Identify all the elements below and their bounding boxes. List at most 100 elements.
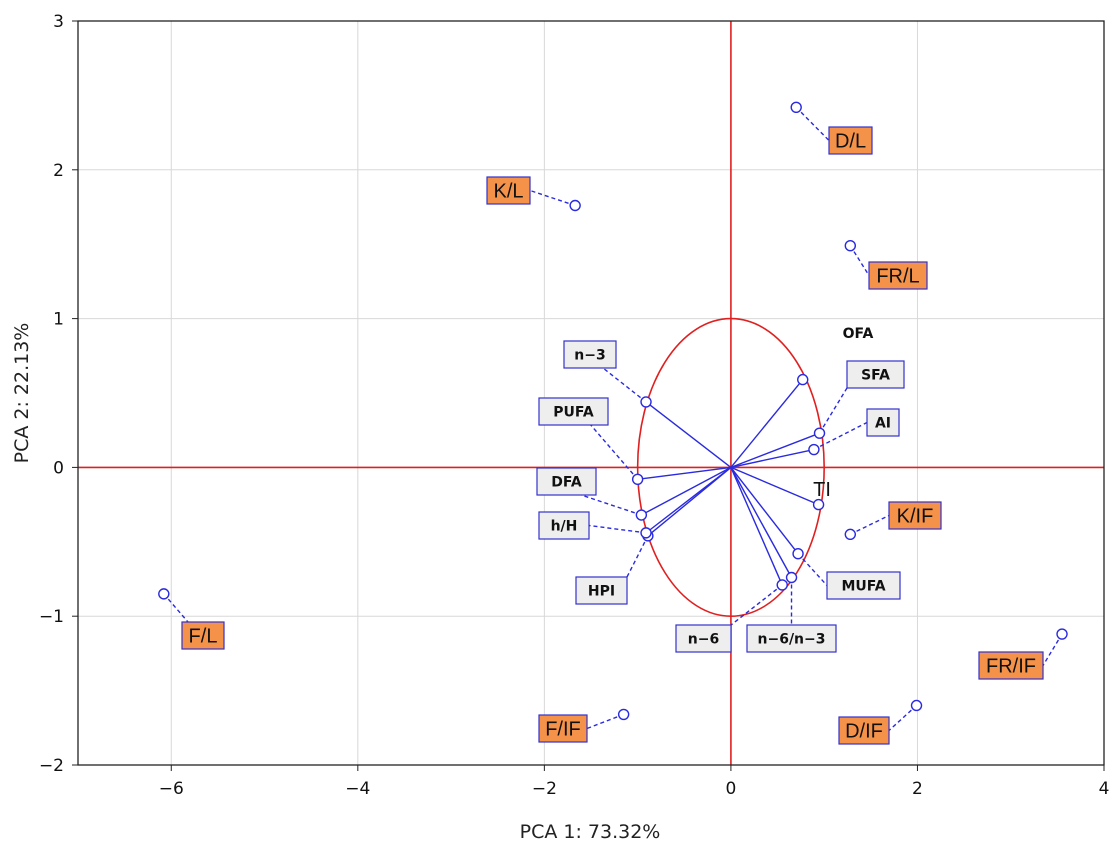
y-axis-ticks: −2 −1 0 1 2 3 (39, 12, 78, 776)
score-point-d-if (910, 699, 923, 712)
score-label-box-k-if (888, 501, 942, 530)
leader-d-l (795, 106, 830, 141)
score-label-fr-l: FR/L (876, 266, 919, 288)
x-tick-label: −6 (159, 779, 184, 799)
x-axis-ticks: −6 −4 −2 0 2 4 (159, 765, 1109, 799)
loading-vector-ofa (730, 379, 804, 468)
point-labels: OFA SFA AI TI MUFA n−6/n−3 n−6 HPI h/H DFA PUFA n−3… (181, 126, 1044, 745)
loading-label-n-6-n-3: n−6/n−3 (758, 632, 826, 648)
score-point-d-l (790, 101, 802, 114)
loading-label-box-n-3 (563, 340, 617, 369)
y-tick-label: 2 (53, 161, 64, 181)
x-tick-label: −4 (345, 779, 370, 799)
loading-vector-n-3 (645, 401, 732, 468)
loading-label-mufa: MUFA (841, 579, 885, 595)
score-label-box-fr-if (978, 651, 1044, 680)
y-tick-label: 0 (53, 458, 64, 478)
x-tick-label: −2 (532, 779, 557, 799)
score-label-k-if: K/IF (897, 506, 934, 528)
leader-k-l (529, 189, 576, 207)
loading-label-hpi: HPI (588, 584, 615, 600)
score-label-k-l: K/L (493, 181, 523, 203)
plot-background (78, 21, 1104, 765)
leader-fr-l (849, 245, 870, 276)
loading-vector-ti (730, 466, 819, 506)
leader-pufa (590, 424, 639, 480)
loading-label-ti: TI (813, 479, 831, 501)
score-label-box-d-if (838, 716, 890, 745)
loading-point-ofa (797, 373, 809, 386)
leader-h-h (588, 524, 647, 534)
y-axis-title: PCA 2: 22.13% (11, 323, 33, 464)
score-point-k-if (844, 528, 856, 541)
score-label-box-d-l (828, 126, 873, 155)
loading-label-box-ai (866, 408, 900, 437)
score-label-d-if: D/IF (845, 721, 883, 743)
loading-point-n-6 (776, 579, 788, 591)
loading-label-box-mufa (826, 571, 901, 600)
loading-point-n-3 (640, 396, 652, 408)
correlation-circle (636, 317, 825, 617)
loading-vectors (637, 379, 820, 586)
score-label-fr-if: FR/IF (986, 656, 1036, 678)
score-point-f-if (617, 708, 630, 721)
loading-point-ti (812, 498, 825, 511)
score-label-box-f-if (538, 714, 588, 743)
loading-label-ai: AI (875, 416, 891, 432)
score-point-k-l (569, 199, 581, 212)
score-label-f-if: F/IF (545, 719, 581, 741)
loading-label-dfa: DFA (551, 475, 582, 491)
x-tick-label: 0 (725, 779, 736, 799)
x-axis-title: PCA 1: 73.32% (520, 821, 661, 843)
leader-n-6 (730, 584, 783, 626)
score-label-box-fr-l (868, 261, 928, 290)
loading-point-dfa (635, 509, 648, 521)
score-point-fr-l (844, 239, 856, 252)
x-tick-label: 2 (912, 779, 923, 799)
y-tick-label: 3 (53, 12, 64, 32)
score-point-fr-if (1056, 628, 1068, 640)
leader-sfa (818, 387, 848, 434)
loading-point-h-h (640, 527, 652, 539)
loading-vector-ai (730, 448, 815, 469)
loading-point-sfa (813, 427, 826, 439)
loading-point-n-6-n-3 (785, 571, 798, 584)
loading-label-box-n-6-n-3 (746, 624, 837, 653)
loading-point-mufa (792, 548, 804, 560)
loading-vector-sfa (730, 432, 820, 469)
leader-f-l (163, 593, 189, 623)
leader-mufa (797, 553, 828, 586)
plot-frame (77, 20, 1105, 766)
loading-label-ofa: OFA (843, 326, 874, 342)
loading-label-h-h: h/H (551, 519, 578, 535)
leader-ai (813, 421, 868, 451)
loading-label-sfa: SFA (861, 368, 890, 384)
loading-vector-dfa (641, 466, 732, 516)
loading-vector-h-h (645, 466, 732, 534)
label-leaders (163, 106, 1063, 732)
loading-label-box-sfa (846, 360, 905, 389)
loading-point-pufa (631, 473, 644, 486)
leader-hpi (626, 535, 649, 578)
leader-k-if (849, 514, 890, 535)
data-points (158, 101, 1068, 721)
loading-label-box-h-h (538, 511, 590, 540)
leader-n-3 (602, 367, 647, 403)
loading-vector-pufa (637, 466, 731, 480)
loading-vector-n-6 (730, 467, 783, 586)
loading-label-n-3: n−3 (574, 348, 605, 364)
score-label-f-l: F/L (189, 626, 218, 648)
loading-label-box-n-6 (675, 624, 732, 653)
leader-dfa (581, 494, 642, 516)
score-point-f-l (158, 588, 170, 600)
loading-vector-n-6-n-3 (730, 467, 793, 578)
loading-label-box-dfa (536, 467, 597, 496)
loading-label-n-6: n−6 (688, 632, 719, 648)
loading-label-pufa: PUFA (553, 405, 594, 421)
loading-point-ai (808, 443, 820, 456)
score-label-box-k-l (486, 176, 531, 205)
y-tick-label: 1 (53, 310, 64, 330)
score-label-d-l: D/L (835, 131, 866, 153)
leader-fr-if (1042, 633, 1063, 666)
